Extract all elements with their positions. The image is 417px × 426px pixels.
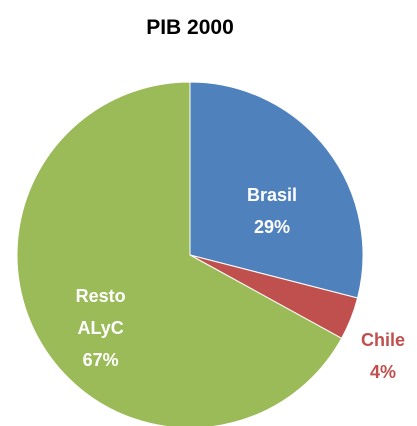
category-label: Resto ALyC xyxy=(75,285,126,338)
pie-slice xyxy=(16,81,343,426)
slice-label: Chile 4% xyxy=(361,324,405,388)
value-label: 29% xyxy=(254,217,291,238)
pie-slice xyxy=(189,81,364,299)
chart-title: PIB 2000 xyxy=(146,16,234,39)
slice-label: Resto ALyC 67% xyxy=(66,280,136,376)
category-label: Chile xyxy=(361,330,406,351)
slice-label: Brasil 29% xyxy=(247,179,297,243)
value-label: 67% xyxy=(82,349,119,370)
category-label: Brasil xyxy=(247,185,298,206)
value-label: 4% xyxy=(370,362,397,383)
